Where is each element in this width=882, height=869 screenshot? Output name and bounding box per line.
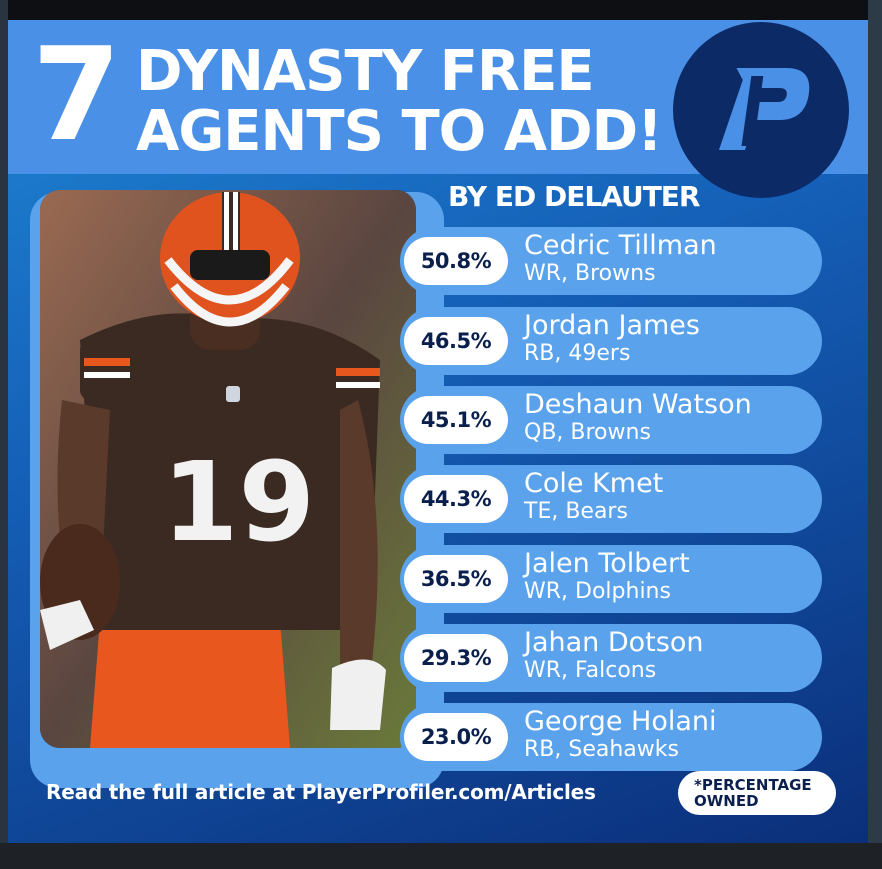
player-name: Jahan Dotson (524, 627, 704, 658)
player-row: 44.3% Cole Kmet TE, Bears (400, 465, 822, 533)
player-name: Cedric Tillman (524, 230, 717, 261)
outer-frame-right (868, 0, 882, 869)
percentage-owned-note: *PERCENTAGE OWNED (678, 771, 836, 815)
note-line-2: OWNED (694, 792, 759, 810)
ownership-percent: 29.3% (404, 634, 508, 682)
player-photo: 19 (40, 190, 416, 748)
player-illustration: 19 (40, 190, 416, 748)
player-name: Jalen Tolbert (524, 548, 690, 579)
logo-p-glyph (718, 68, 810, 150)
player-position-team: WR, Dolphins (524, 579, 671, 604)
player-row: 36.5% Jalen Tolbert WR, Dolphins (400, 545, 822, 613)
ownership-percent: 36.5% (404, 555, 508, 603)
outer-frame-bottom (0, 843, 882, 869)
player-name: George Holani (524, 706, 717, 737)
player-row: 46.5% Jordan James RB, 49ers (400, 307, 822, 375)
player-name: Jordan James (524, 310, 700, 341)
player-name: Cole Kmet (524, 468, 664, 499)
player-name: Deshaun Watson (524, 389, 752, 420)
outer-frame-left (0, 0, 8, 869)
headline-number: 7 (32, 21, 121, 170)
player-row: 45.1% Deshaun Watson QB, Browns (400, 386, 822, 454)
article-link-text[interactable]: Read the full article at PlayerProfiler.… (46, 780, 596, 804)
ownership-percent: 44.3% (404, 475, 508, 523)
player-position-team: RB, 49ers (524, 341, 631, 366)
player-row: 29.3% Jahan Dotson WR, Falcons (400, 624, 822, 692)
note-line-1: *PERCENTAGE (694, 776, 812, 794)
ownership-percent: 45.1% (404, 396, 508, 444)
playerprofiler-logo-icon (673, 22, 849, 198)
player-position-team: WR, Browns (524, 261, 656, 286)
player-row: 23.0% George Holani RB, Seahawks (400, 703, 822, 771)
byline: BY ED DELAUTER (448, 180, 701, 213)
ownership-percent: 50.8% (404, 237, 508, 285)
player-position-team: RB, Seahawks (524, 737, 679, 762)
jersey-number: 19 (162, 438, 315, 566)
ownership-percent: 23.0% (404, 713, 508, 761)
outer-frame-top (0, 0, 882, 20)
player-position-team: WR, Falcons (524, 658, 657, 683)
player-row: 50.8% Cedric Tillman WR, Browns (400, 227, 822, 295)
headline-line-1: DYNASTY FREE (136, 39, 595, 104)
player-position-team: TE, Bears (524, 499, 628, 524)
player-position-team: QB, Browns (524, 420, 651, 445)
ownership-percent: 46.5% (404, 317, 508, 365)
headline-line-2: AGENTS TO ADD! (136, 99, 663, 164)
